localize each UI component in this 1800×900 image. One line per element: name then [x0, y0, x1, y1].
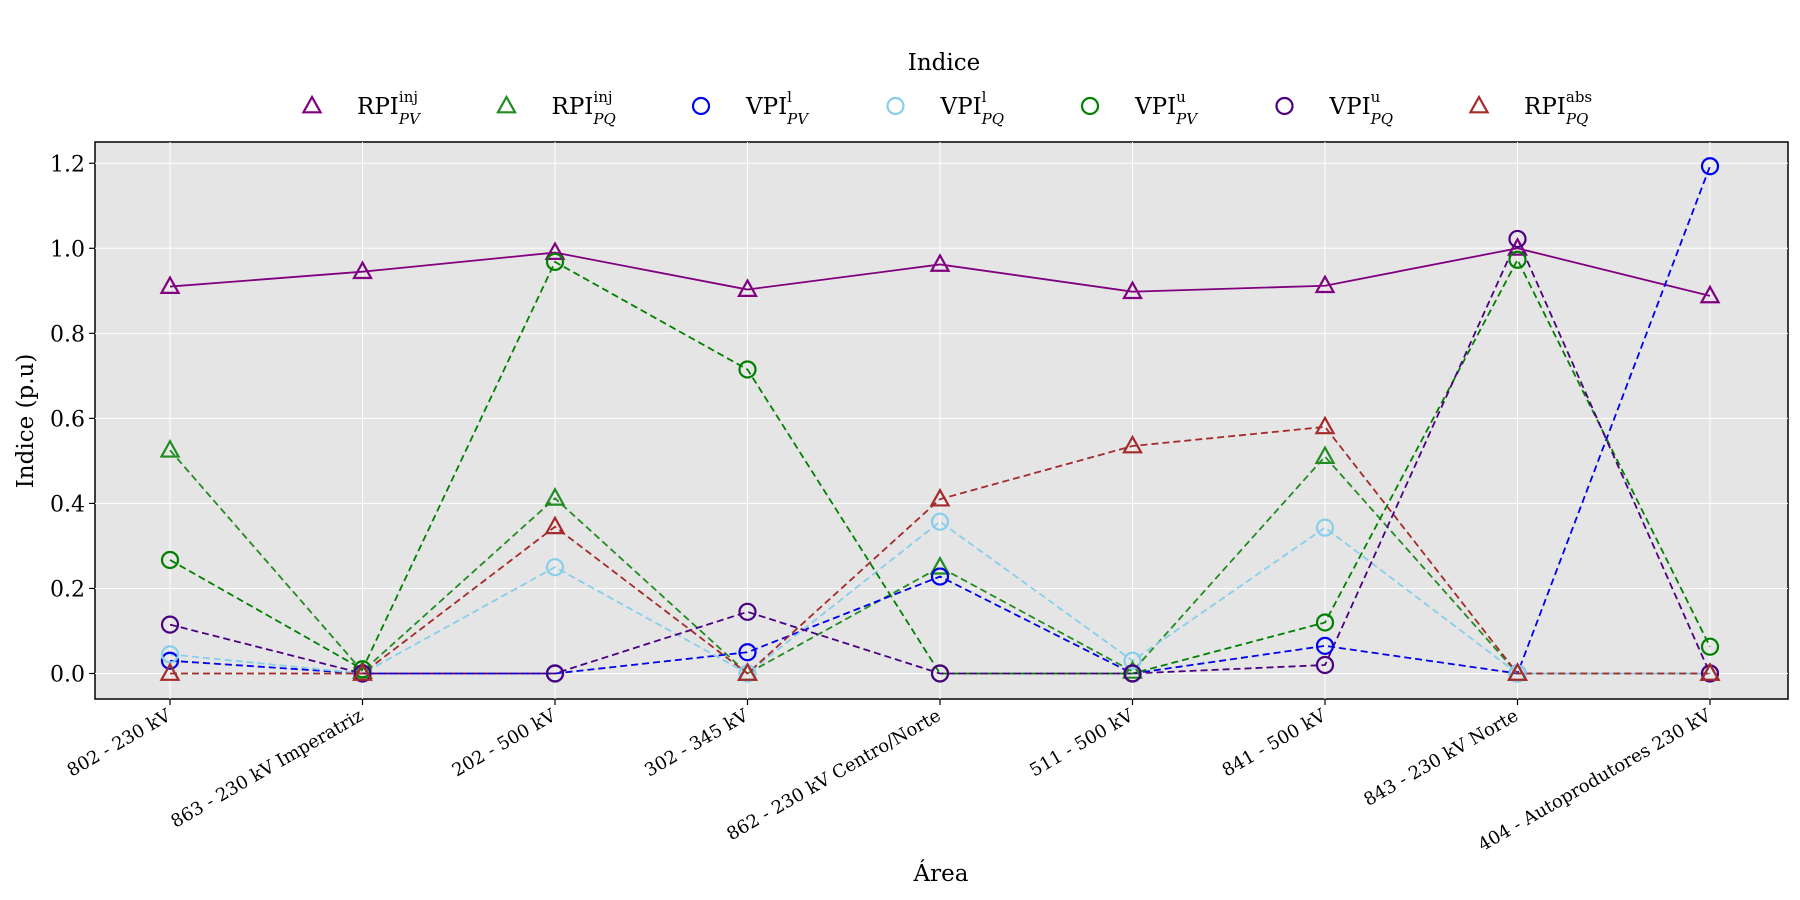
series-markers [159, 157, 1721, 683]
x-tick-label: 511 - 500 kV [1026, 705, 1138, 782]
data-point-vpi-l-pv [160, 651, 180, 670]
legend-item-rpi-inj-pv: RPIinj PV [301, 88, 422, 128]
data-point-rpi-abs-pq [737, 662, 758, 681]
legend-label: VPIu PQ [1329, 88, 1394, 128]
data-point-rpi-abs-pq [544, 515, 566, 535]
x-tick-label: 862 - 230 kV Centro/Norte [723, 705, 944, 845]
x-tick-label: 843 - 230 kV Norte [1360, 705, 1522, 811]
series-line-vpi-l-pq [169, 520, 1710, 675]
data-point-rpi-abs-pq [1122, 434, 1143, 454]
legend-label: RPIabs PQ [1524, 88, 1592, 128]
series-line-vpi-l-pv [169, 165, 1711, 675]
x-axis-title: Área [913, 860, 969, 887]
legend-label: VPIl PQ [940, 88, 1005, 128]
data-point-rpi-inj-pv [929, 253, 951, 272]
y-tick-label: 0.6 [50, 407, 85, 432]
data-point-vpi-u-pv [545, 252, 565, 272]
series-line-rpi-inj-pv [169, 247, 1711, 297]
data-point-rpi-abs-pq [1314, 415, 1336, 435]
legend-item-vpi-u-pv: VPIu PV [1080, 88, 1199, 128]
legend-marker [886, 96, 905, 116]
legend-label: RPIinj PV [357, 88, 422, 128]
legend: Indice RPIinj PV RPIinj PQ VPIl PV VPIl PQ VPIu P… [301, 50, 1592, 128]
legend-marker [1080, 96, 1100, 116]
data-point-rpi-inj-pv [159, 275, 181, 294]
y-tick-label: 1.0 [50, 237, 85, 262]
data-point-rpi-inj-pq [1122, 660, 1143, 679]
data-point-rpi-inj-pv [1122, 280, 1143, 300]
legend-marker [301, 94, 323, 114]
plot-area [94, 141, 1789, 700]
legend-marker [1468, 94, 1490, 114]
data-point-vpi-u-pq [738, 602, 757, 621]
y-tick-label: 0.8 [50, 322, 85, 347]
data-point-vpi-l-pv [1315, 636, 1335, 655]
legend-marker [691, 96, 711, 116]
y-tick-label: 1.2 [50, 152, 85, 177]
legend-marker [496, 94, 517, 114]
legend-label: VPIu PV [1134, 88, 1199, 128]
data-point-rpi-inj-pq [929, 555, 951, 575]
legend-label: VPIl PV [745, 88, 810, 128]
data-point-rpi-abs-pq [159, 662, 181, 681]
data-point-vpi-l-pq [930, 512, 950, 531]
data-point-vpi-u-pq [1315, 655, 1335, 675]
data-point-vpi-l-pq [1315, 518, 1335, 537]
data-point-rpi-inj-pv [1314, 274, 1336, 294]
x-tick-label: 841 - 500 kV [1219, 705, 1331, 782]
y-tick-label: 0.0 [50, 662, 85, 687]
series-line-rpi-inj-pq [169, 449, 1710, 675]
series-line-rpi-abs-pq [170, 425, 1710, 675]
data-point-vpi-u-pq [545, 664, 565, 683]
data-point-vpi-l-pq [545, 558, 565, 577]
data-point-rpi-inj-pv [737, 278, 758, 297]
legend-item-vpi-l-pv: VPIl PV [691, 88, 810, 128]
legend-marker [1275, 96, 1294, 116]
legend-item-vpi-u-pq: VPIu PQ [1275, 88, 1394, 128]
legend-item-vpi-l-pq: VPIl PQ [886, 88, 1005, 128]
data-point-rpi-inj-pv [352, 260, 373, 280]
data-point-vpi-u-pq [1123, 664, 1142, 683]
x-tick-label: 863 - 230 kV Imperatriz [167, 705, 367, 832]
series-line-vpi-u-pq [169, 236, 1711, 675]
data-point-vpi-l-pv [930, 567, 950, 586]
data-point-rpi-abs-pq [1699, 662, 1721, 681]
data-point-rpi-inj-pq [1314, 445, 1336, 465]
x-tick-label: 302 - 345 kV [641, 705, 753, 782]
legend-item-rpi-inj-pq: RPIinj PQ [496, 88, 616, 128]
data-point-vpi-l-pv [1700, 157, 1720, 176]
y-tick-label: 0.2 [50, 577, 85, 602]
data-point-rpi-abs-pq [929, 487, 951, 507]
data-point-vpi-u-pq [160, 615, 180, 634]
data-point-rpi-inj-pq [544, 487, 566, 506]
data-point-rpi-inj-pv [1699, 284, 1721, 304]
x-tick-label: 202 - 500 kV [449, 705, 561, 782]
data-point-rpi-inj-pq [159, 439, 181, 458]
data-point-vpi-u-pv [1508, 250, 1527, 269]
series-line-vpi-u-pv [169, 257, 1711, 675]
data-point-vpi-l-pv [738, 643, 757, 662]
legend-label: RPIinj PQ [552, 88, 616, 128]
legend-title: Indice [908, 50, 980, 76]
data-point-vpi-u-pv [738, 360, 757, 379]
y-axis: 0.0 0.2 0.4 0.6 0.8 1.0 1.2 [50, 152, 95, 687]
data-point-rpi-abs-pq [352, 662, 373, 681]
y-tick-label: 0.4 [50, 492, 85, 517]
data-point-rpi-abs-pq [1507, 662, 1528, 681]
legend-item-rpi-abs-pq: RPIabs PQ [1468, 88, 1592, 128]
data-point-vpi-u-pq [1508, 229, 1527, 249]
data-point-vpi-l-pq [1123, 651, 1142, 670]
data-point-vpi-u-pv [160, 550, 180, 570]
data-point-rpi-inj-pv [544, 241, 566, 260]
grid [95, 142, 1788, 699]
data-point-vpi-u-pq [930, 664, 950, 683]
data-point-vpi-u-pv [1700, 637, 1720, 656]
x-tick-label: 802 - 230 kV [64, 705, 176, 782]
data-point-vpi-u-pv [1315, 613, 1335, 632]
series-lines [169, 165, 1711, 675]
y-axis-title: Indice (p.u) [13, 354, 39, 489]
